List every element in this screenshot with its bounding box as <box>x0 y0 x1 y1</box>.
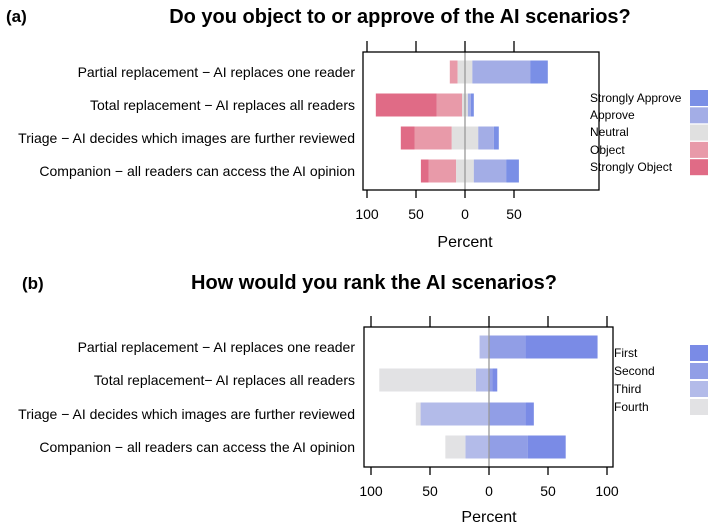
bar-segment-third <box>420 402 489 426</box>
bar-segment-strongly-object <box>375 93 437 117</box>
category-label: Partial replacement − AI replaces one re… <box>78 339 356 355</box>
legend-swatch-neutral <box>690 124 708 141</box>
bar-segment-fourth <box>445 435 466 459</box>
bar-segment-third <box>465 435 489 459</box>
legend-label: Third <box>614 382 641 396</box>
category-label: Total replacement − AI replaces all read… <box>90 97 355 113</box>
tick-label: 50 <box>506 206 522 222</box>
category-label: Total replacement− AI replaces all reade… <box>94 372 355 388</box>
tick-label: 100 <box>359 483 383 499</box>
tick-label: 100 <box>595 483 619 499</box>
bar-segment-strongly-approve <box>506 159 519 183</box>
legend-label: Approve <box>590 108 635 122</box>
bar-segment-approve <box>478 126 494 150</box>
legend-swatch-second <box>690 363 708 379</box>
bar-segment-approve <box>472 60 531 84</box>
bars-a <box>375 52 548 190</box>
bar-segment-first <box>527 435 566 459</box>
legend-label: Strongly Approve <box>590 91 682 105</box>
category-label: Triage − AI decides which images are fur… <box>18 130 355 146</box>
legend-swatch-third <box>690 381 708 397</box>
tick-label: 50 <box>408 206 424 222</box>
category-labels-b: Partial replacement − AI replaces one re… <box>18 339 355 455</box>
tick-label: 50 <box>540 483 556 499</box>
legend-swatch-approve <box>690 107 708 124</box>
bar-segment-object <box>414 126 452 150</box>
tick-labels-a: 100 50 0 50 <box>355 206 522 222</box>
legend-swatch-strongly-approve <box>690 90 708 106</box>
tick-labels-b: 100 50 0 50 100 <box>359 483 619 499</box>
tick-label: 50 <box>422 483 438 499</box>
axis-ticks-b <box>370 316 608 475</box>
category-label: Partial replacement − AI replaces one re… <box>78 64 356 80</box>
bar-segment-second <box>489 368 493 392</box>
legend-swatch-first <box>690 345 708 361</box>
tick-label: 0 <box>485 483 493 499</box>
bar-segment-approve <box>473 159 507 183</box>
bar-segment-first <box>525 335 598 359</box>
plot-frame-a <box>362 51 600 191</box>
bar-segment-strongly-approve <box>470 93 474 117</box>
category-label: Companion − all readers can access the A… <box>39 163 355 179</box>
bar-segment-object <box>428 159 457 183</box>
bar-segment-strongly-object <box>400 126 415 150</box>
bar-segment-third <box>479 335 489 359</box>
bar-segment-second <box>489 402 526 426</box>
bar-segment-first <box>525 402 534 426</box>
legend-label: Fourth <box>614 400 649 414</box>
legend-label: Strongly Object <box>590 160 673 174</box>
category-label: Triage − AI decides which images are fur… <box>18 406 355 422</box>
legend-label: First <box>614 346 638 360</box>
bar-segment-fourth <box>415 402 421 426</box>
bar-segment-second <box>489 335 526 359</box>
tick-label: 100 <box>355 206 379 222</box>
bar-segment-strongly-approve <box>530 60 548 84</box>
bar-segment-strongly-approve <box>493 126 499 150</box>
bar-segment-object <box>436 93 463 117</box>
panel-a: (a) Do you object to or approve of the A… <box>6 6 708 251</box>
legend-swatch-fourth <box>690 399 708 415</box>
chart-title-b: How would you rank the AI scenarios? <box>191 272 557 294</box>
category-label: Companion − all readers can access the A… <box>39 439 355 455</box>
legend-swatch-object <box>690 141 708 158</box>
tick-label: 0 <box>461 206 469 222</box>
legend-swatch-strongly-object <box>690 159 708 176</box>
legend-label: Object <box>590 143 625 157</box>
legend-b: First Second Third Fourth <box>614 345 708 415</box>
legend-a: Strongly Approve Approve Neutral Object … <box>590 90 708 176</box>
panel-b: (b) How would you rank the AI scenarios?… <box>18 272 708 525</box>
legend-label: Neutral <box>590 125 629 139</box>
chart-title-a: Do you object to or approve of the AI sc… <box>169 6 631 28</box>
category-labels-a: Partial replacement − AI replaces one re… <box>18 64 355 179</box>
legend-label: Second <box>614 364 655 378</box>
bars-b <box>379 327 598 467</box>
panel-label-a: (a) <box>6 7 27 26</box>
bar-segment-object <box>449 60 458 84</box>
bar-segment-first <box>492 368 498 392</box>
bar-segment-approve <box>467 93 471 117</box>
x-axis-label-a: Percent <box>437 234 493 251</box>
axis-ticks-a <box>366 41 515 198</box>
bar-segment-strongly-object <box>420 159 429 183</box>
bar-segment-fourth <box>379 368 477 392</box>
panel-label-b: (b) <box>22 274 44 293</box>
x-axis-label-b: Percent <box>461 509 517 525</box>
bar-segment-second <box>489 435 528 459</box>
bar-segment-third <box>476 368 489 392</box>
